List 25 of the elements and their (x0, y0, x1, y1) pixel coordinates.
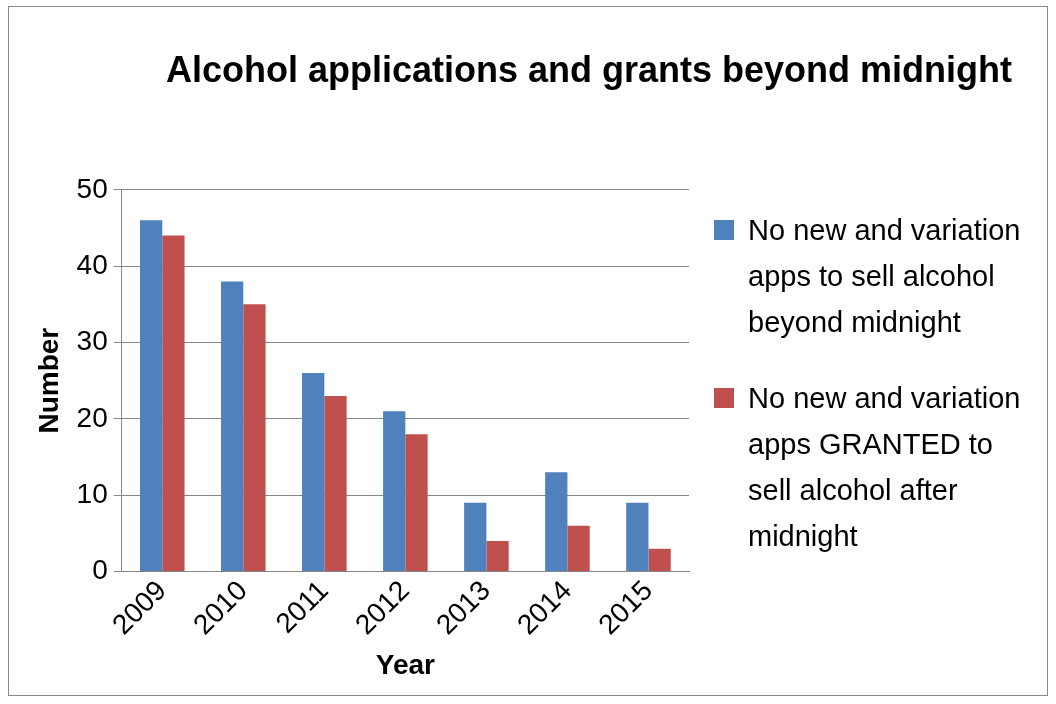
x-axis-title: Year (375, 648, 436, 680)
bar (302, 373, 325, 572)
legend-label: No new and variation apps to sell alcohol beyond midnight (748, 213, 1022, 340)
bar (162, 235, 185, 572)
bar (405, 434, 428, 572)
bar (545, 472, 568, 572)
y-tick-label: 10 (76, 477, 108, 509)
bar (243, 304, 266, 572)
bar (324, 395, 347, 572)
bar (383, 411, 406, 572)
y-tick-label: 20 (76, 401, 108, 433)
y-axis-title: Number (32, 327, 64, 434)
bar (221, 281, 244, 572)
y-tick-label: 30 (76, 325, 108, 357)
bar (139, 220, 163, 572)
y-tick-label: 0 (92, 554, 108, 586)
legend-label: No new and variation apps GRANTED to sell alcohol after midnight (748, 381, 1022, 554)
chart-title: Alcohol applications and grants beyond midnight (164, 48, 1013, 92)
bar (648, 548, 671, 572)
bar (486, 541, 509, 572)
y-tick-label: 40 (76, 248, 108, 280)
bar (567, 525, 590, 572)
bar (626, 502, 649, 572)
bar (464, 502, 487, 572)
y-tick-label: 50 (76, 172, 108, 204)
